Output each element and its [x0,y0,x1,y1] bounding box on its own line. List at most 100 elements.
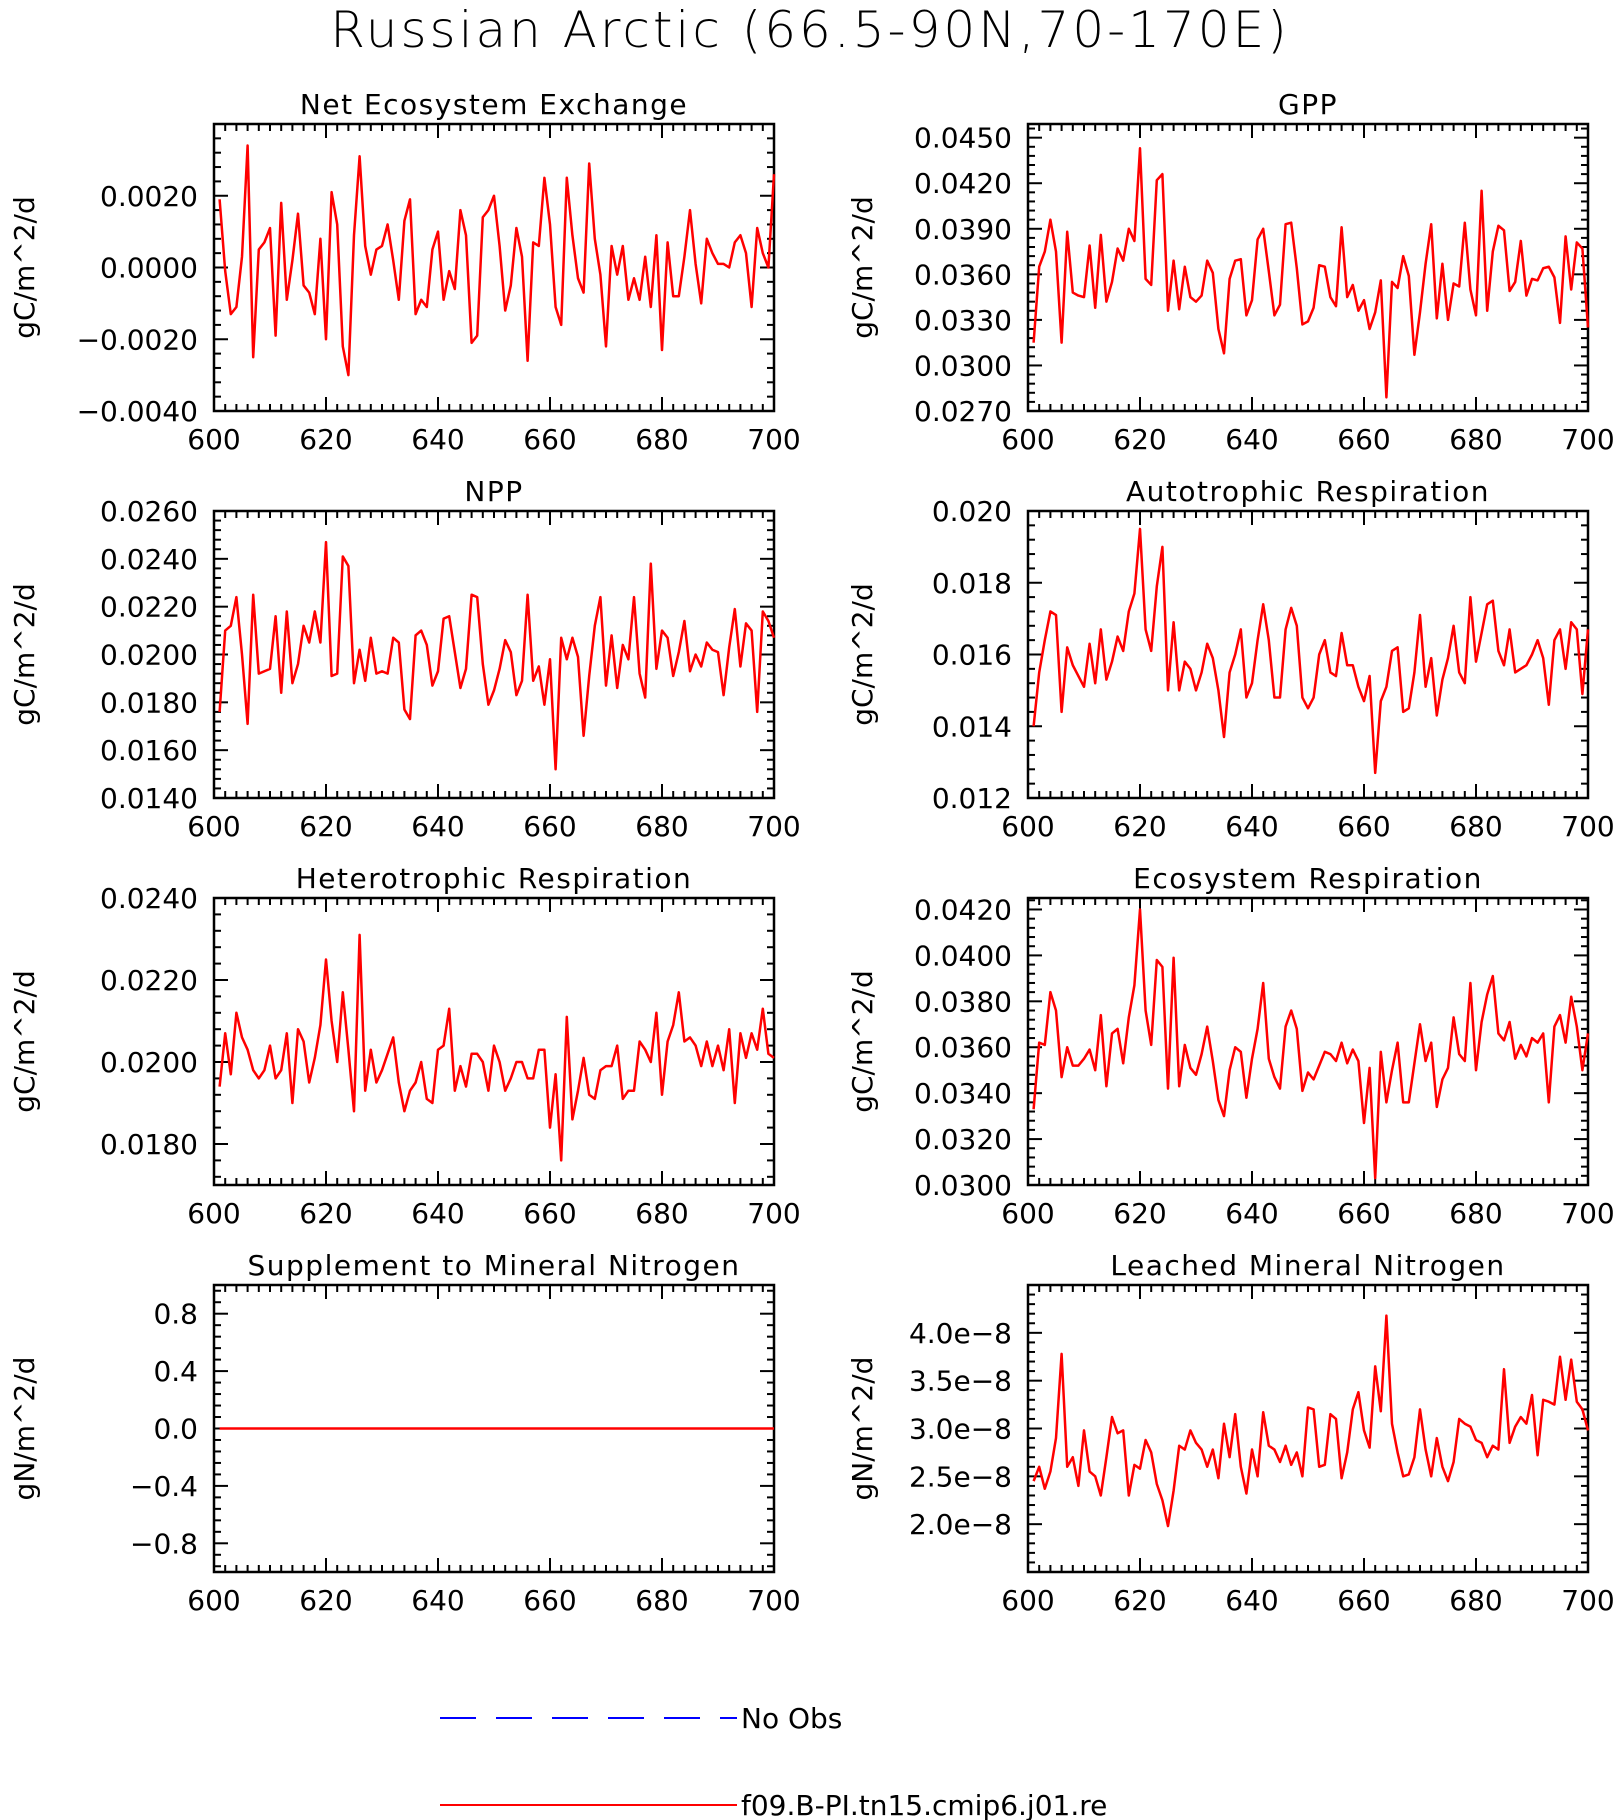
y-tick-label: 4.0e−8 [909,1317,1012,1350]
series-line [218,144,776,377]
x-tick-label: 620 [1113,423,1166,456]
y-tick-label: −0.8 [130,1527,198,1560]
y-tick-label: 0.0270 [914,395,1012,428]
x-tick-label: 640 [411,810,464,843]
panel-title: Ecosystem Respiration [1133,862,1483,895]
y-tick-label: 0.0420 [914,893,1012,926]
y-tick-label: 0.0420 [914,167,1012,200]
panel-title: NPP [464,475,523,508]
x-tick-label: 700 [747,1197,800,1230]
x-tick-label: 700 [747,423,800,456]
x-tick-label: 700 [747,1584,800,1617]
x-tick-label: 680 [1449,810,1502,843]
y-tick-label: 0.0020 [100,180,198,213]
x-tick-label: 600 [1001,423,1054,456]
panel-title: Autotrophic Respiration [1126,475,1490,508]
x-tick-label: 600 [1001,1197,1054,1230]
y-tick-label: 0.0240 [100,882,198,915]
x-tick-label: 600 [187,423,240,456]
x-tick-label: 620 [299,810,352,843]
x-tick-label: 620 [299,423,352,456]
y-axis-label: gC/m^2/d [846,196,879,339]
x-tick-label: 700 [1561,423,1614,456]
x-tick-label: 700 [1561,1197,1614,1230]
x-tick-label: 620 [299,1197,352,1230]
y-axis-label: gC/m^2/d [8,970,41,1113]
x-tick-label: 600 [187,810,240,843]
x-tick-label: 640 [411,1197,464,1230]
chart-panel-8: Leached Mineral Nitrogen 600 620 640 660 680 7… [846,1249,1615,1617]
y-axis-label: gN/m^2/d [846,1357,879,1501]
y-tick-label: 3.5e−8 [909,1365,1012,1398]
series-line [1032,1314,1590,1528]
x-tick-label: 600 [187,1197,240,1230]
x-tick-label: 680 [1449,423,1502,456]
plot-frame [1026,509,1590,800]
y-tick-label: 0.0400 [914,939,1012,972]
y-tick-label: 0.0140 [100,782,198,815]
x-tick-label: 700 [1561,1584,1614,1617]
x-tick-label: 640 [1225,1584,1278,1617]
y-axis-label: gN/m^2/d [8,1357,41,1501]
x-tick-label: 640 [411,423,464,456]
chart-panel-6: Ecosystem Respiration 600 620 640 660 680 700 0… [846,862,1615,1230]
y-tick-label: 3.0e−8 [909,1413,1012,1446]
chart-panel-7: Supplement to Mineral Nitrogen 600 620 640 6… [8,1249,801,1617]
y-tick-label: 0.0360 [914,258,1012,291]
chart-panel-3: NPP 600 620 640 660 680 700 0.0140 0.0160 0.0180 0… [8,475,801,843]
y-tick-label: −0.0020 [77,323,198,356]
y-tick-label: 0.0300 [914,1169,1012,1202]
x-tick-label: 600 [1001,810,1054,843]
y-axis-label: gC/m^2/d [8,583,41,726]
y-tick-label: 0.0220 [100,591,198,624]
x-tick-label: 680 [1449,1197,1502,1230]
y-tick-label: 0.4 [153,1355,198,1388]
plot-frame [212,509,776,800]
x-tick-label: 600 [187,1584,240,1617]
x-tick-label: 680 [1449,1584,1502,1617]
y-tick-label: 0.0 [153,1413,198,1446]
y-tick-label: 0.0220 [100,964,198,997]
x-tick-label: 620 [1113,1197,1166,1230]
x-tick-label: 640 [1225,423,1278,456]
y-tick-label: 0.012 [932,782,1012,815]
y-tick-label: 0.0200 [100,639,198,672]
y-tick-label: 2.5e−8 [909,1460,1012,1493]
y-tick-label: 0.0390 [914,213,1012,246]
y-tick-label: 0.0180 [100,1128,198,1161]
y-tick-label: 0.0330 [914,304,1012,337]
y-tick-label: 0.0300 [914,349,1012,382]
y-tick-label: −0.4 [130,1470,198,1503]
panel-title: Leached Mineral Nitrogen [1110,1249,1505,1282]
y-tick-label: 0.0240 [100,543,198,576]
x-tick-label: 680 [635,810,688,843]
y-axis-label: gC/m^2/d [846,970,879,1113]
plot-frame [1026,122,1590,413]
series-line [218,933,775,1162]
x-tick-label: 660 [1337,1584,1390,1617]
x-tick-label: 640 [1225,810,1278,843]
x-tick-label: 660 [523,1584,576,1617]
panel-title: Net Ecosystem Exchange [300,88,688,121]
x-tick-label: 660 [523,810,576,843]
x-tick-label: 620 [299,1584,352,1617]
x-tick-label: 620 [1113,1584,1166,1617]
y-axis-label: gC/m^2/d [8,196,41,339]
y-tick-label: 0.0180 [100,686,198,719]
x-tick-label: 600 [1001,1584,1054,1617]
x-tick-label: 700 [1561,810,1614,843]
y-tick-label: 0.0200 [100,1046,198,1079]
chart-panel-5: Heterotrophic Respiration 600 620 640 660 680… [8,862,801,1230]
y-tick-label: 0.0000 [100,252,198,285]
chart-panel-2: GPP 600 620 640 660 680 700 0.0270 0.0300 0.0330 0… [846,88,1615,456]
x-tick-label: 660 [1337,423,1390,456]
y-tick-label: 0.8 [153,1298,198,1331]
y-tick-label: 0.0160 [100,734,198,767]
panel-title: GPP [1278,88,1338,121]
y-tick-label: 0.014 [932,710,1012,743]
y-tick-label: 0.0320 [914,1123,1012,1156]
series-line [1032,908,1590,1180]
y-tick-label: 0.020 [932,495,1012,528]
y-tick-label: 0.0380 [914,985,1012,1018]
